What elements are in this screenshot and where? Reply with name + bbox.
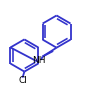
Text: NH: NH [32, 56, 46, 65]
Text: Cl: Cl [18, 76, 27, 85]
